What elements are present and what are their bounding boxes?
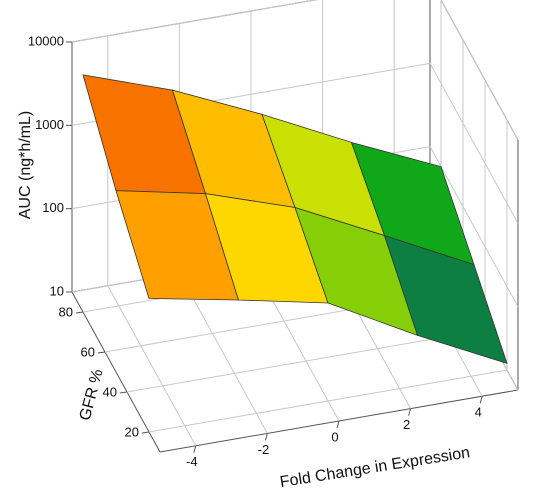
y-tick-label: 40 bbox=[103, 384, 117, 399]
tick-mark bbox=[97, 351, 106, 354]
tick-mark bbox=[119, 391, 128, 394]
x-tick-label: 2 bbox=[403, 417, 410, 432]
z-tick-label: 10 bbox=[50, 283, 64, 298]
y-tick-label: 60 bbox=[81, 344, 95, 359]
grid-line bbox=[178, 273, 268, 434]
tick-mark bbox=[408, 408, 412, 416]
tick-mark bbox=[193, 445, 197, 453]
axis-frame bbox=[71, 291, 161, 453]
z-tick-label: 1000 bbox=[35, 117, 64, 132]
x-tick-label: -2 bbox=[258, 442, 270, 457]
tick-mark bbox=[264, 433, 268, 441]
grid-line bbox=[429, 146, 519, 307]
y-tick-label: 20 bbox=[125, 424, 139, 439]
grid-line bbox=[148, 369, 508, 433]
tick-mark bbox=[75, 311, 84, 314]
x-tick-label: 4 bbox=[475, 405, 482, 420]
x-tick-label: -4 bbox=[186, 454, 198, 469]
grid-line bbox=[429, 63, 519, 224]
tick-mark bbox=[479, 396, 483, 404]
z-tick-label: 10000 bbox=[28, 33, 64, 48]
z-axis-label: AUC (ng*h/mL) bbox=[17, 111, 34, 219]
x-tick-label: 0 bbox=[331, 429, 338, 444]
surface-patch bbox=[383, 234, 508, 365]
axis-frame bbox=[440, 0, 519, 141]
grid-line bbox=[71, 0, 318, 43]
grid-line bbox=[126, 329, 486, 393]
tick-mark bbox=[141, 431, 150, 434]
grid-line bbox=[107, 285, 197, 447]
tick-mark bbox=[336, 420, 340, 429]
x-axis-label: Fold Change in Expression bbox=[279, 444, 471, 491]
z-tick-label: 100 bbox=[42, 200, 64, 215]
grid-line bbox=[440, 0, 519, 141]
y-tick-label: 80 bbox=[59, 304, 73, 319]
